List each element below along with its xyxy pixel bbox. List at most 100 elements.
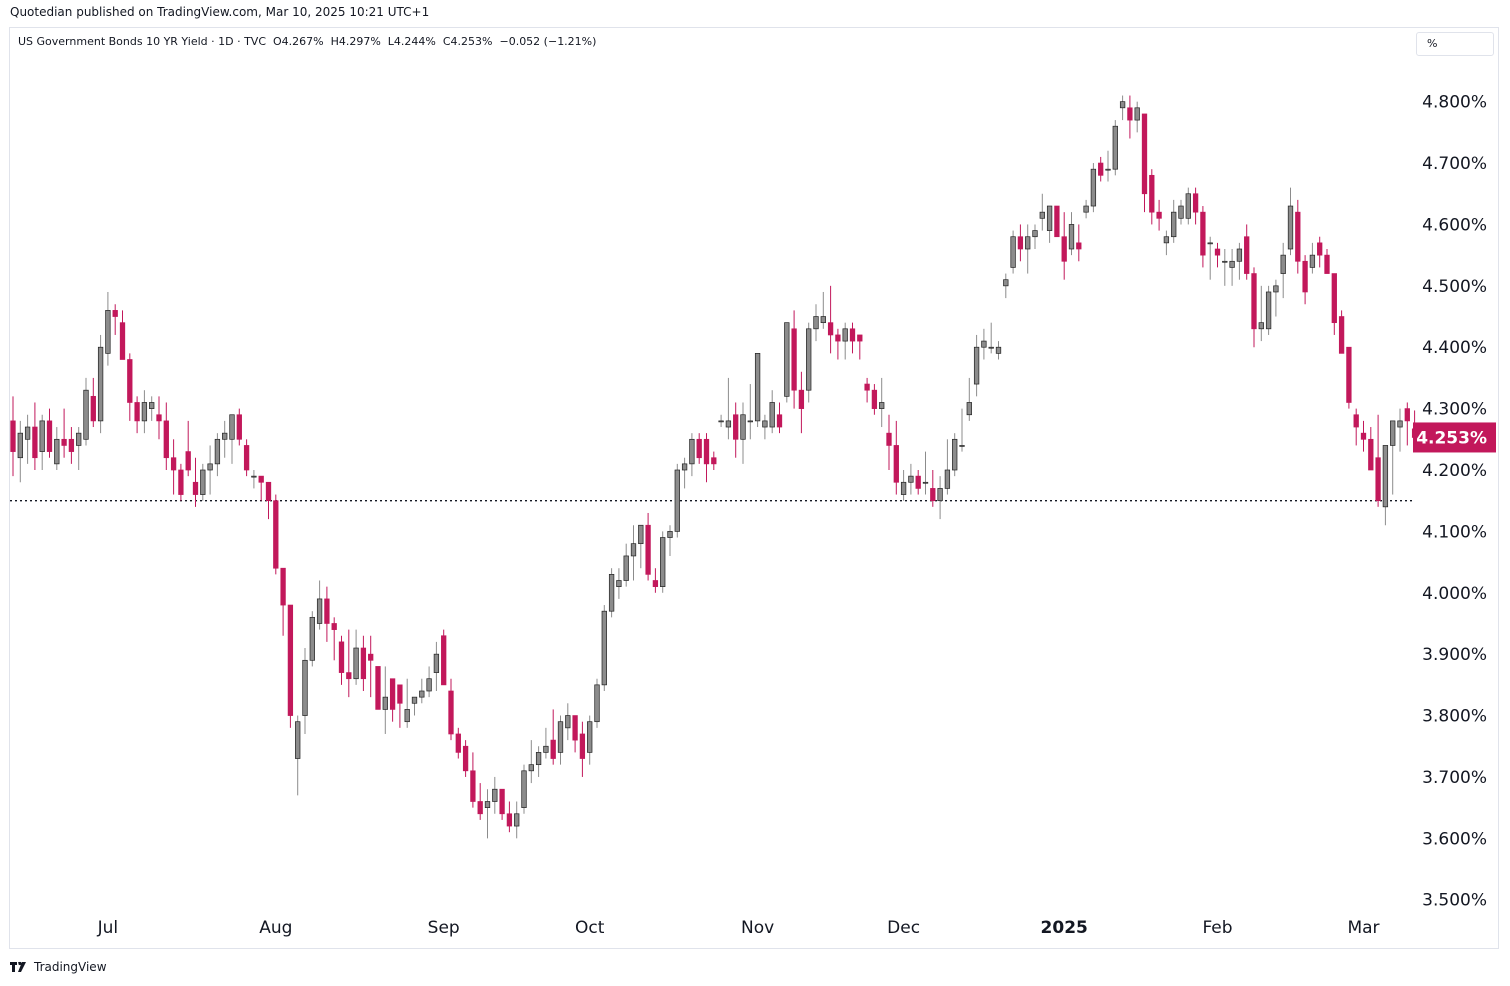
- candle-body: [32, 426, 38, 459]
- candle-body: [791, 328, 797, 391]
- candle-body: [981, 340, 987, 348]
- candle: [1331, 273, 1337, 335]
- candle-body: [316, 598, 323, 624]
- candle-body: [492, 788, 498, 802]
- candle-body: [1295, 211, 1301, 262]
- candle: [236, 408, 242, 446]
- candle-body: [382, 696, 388, 710]
- candle: [791, 310, 797, 409]
- candle: [1309, 242, 1316, 274]
- candle: [1112, 120, 1118, 176]
- x-tick-label: Sep: [428, 918, 460, 938]
- candle-body: [1390, 420, 1396, 446]
- candle-body: [178, 469, 184, 495]
- candle-body: [762, 420, 768, 428]
- candle-body: [871, 389, 878, 409]
- candle-body: [638, 524, 644, 545]
- candle: [689, 433, 695, 477]
- candle: [769, 390, 775, 434]
- candle-body: [1039, 211, 1045, 219]
- candle: [572, 715, 578, 753]
- candle-body: [141, 402, 148, 422]
- candle-body: [1134, 107, 1140, 121]
- candle-body: [572, 715, 578, 741]
- candle: [608, 568, 615, 618]
- candle-body: [1338, 316, 1345, 354]
- candle: [17, 420, 23, 483]
- candle-body: [192, 481, 199, 495]
- candle-body: [973, 346, 980, 385]
- candle: [1280, 242, 1286, 299]
- candle: [200, 463, 206, 501]
- candle: [747, 384, 753, 440]
- candle: [419, 678, 425, 704]
- candle-body: [484, 801, 491, 808]
- candle: [441, 629, 447, 686]
- candle-body: [1324, 254, 1330, 274]
- symbol-legend[interactable]: US Government Bonds 10 YR Yield · 1D · T…: [18, 35, 597, 48]
- candle: [1098, 156, 1104, 182]
- candle: [638, 524, 644, 569]
- candle: [1119, 95, 1126, 121]
- candle: [798, 371, 805, 434]
- candle-body: [112, 310, 118, 317]
- candle-body: [105, 310, 111, 354]
- x-axis-ticks: Jul Aug Sep Oct Nov Dec 2025 Feb Mar: [97, 918, 1380, 938]
- candle: [842, 322, 848, 360]
- candle-body: [1309, 254, 1316, 268]
- candle: [806, 322, 812, 403]
- unit-selector[interactable]: %: [1416, 32, 1494, 56]
- x-tick-label: 2025: [1041, 918, 1088, 938]
- candle-body: [441, 635, 447, 686]
- candle-body: [419, 690, 425, 698]
- candle: [97, 334, 104, 434]
- candle: [674, 463, 680, 538]
- candle-body: [674, 469, 680, 532]
- candle-body: [813, 316, 819, 330]
- candle: [930, 470, 936, 507]
- candle-body: [83, 389, 89, 440]
- candle-body: [207, 463, 213, 471]
- y-axis-ticks: 4.900%4.800%4.700%4.600%4.500%4.400%4.30…: [1422, 31, 1487, 910]
- candle-body: [535, 752, 542, 766]
- candle-body: [630, 543, 637, 557]
- candle-body: [54, 438, 60, 465]
- candle: [1368, 427, 1374, 471]
- candle-body: [857, 334, 863, 342]
- candle: [477, 783, 483, 820]
- candle-body: [1251, 273, 1257, 330]
- candle: [1039, 193, 1045, 231]
- candle-body: [1061, 236, 1067, 262]
- candle-body: [784, 322, 790, 397]
- candle: [1083, 199, 1089, 219]
- candle: [981, 328, 987, 360]
- candle-body: [1287, 205, 1294, 250]
- candle-body: [740, 414, 746, 440]
- candle-body: [10, 420, 16, 452]
- candle: [1375, 414, 1381, 507]
- candle-body: [1375, 457, 1381, 502]
- candle: [922, 451, 929, 495]
- candle-body: [587, 721, 593, 753]
- chart-frame: [9, 27, 1499, 949]
- candle: [1360, 420, 1367, 452]
- candle-body: [1207, 242, 1213, 245]
- candle-body: [842, 328, 848, 342]
- last-price-badge: [1413, 422, 1496, 453]
- candle: [1229, 249, 1235, 286]
- candle-body: [229, 414, 235, 440]
- candle: [1061, 212, 1067, 280]
- candle: [937, 476, 943, 520]
- candle-body: [681, 463, 688, 471]
- candle: [375, 666, 381, 710]
- candle-body: [1214, 248, 1221, 256]
- candle-body: [937, 488, 943, 502]
- footer-brand[interactable]: TradingView: [10, 960, 107, 974]
- candle-body: [952, 438, 958, 471]
- candle: [309, 611, 315, 667]
- candle: [594, 678, 600, 728]
- candle: [1251, 267, 1257, 348]
- candle: [426, 666, 432, 698]
- candle-body: [1229, 260, 1235, 268]
